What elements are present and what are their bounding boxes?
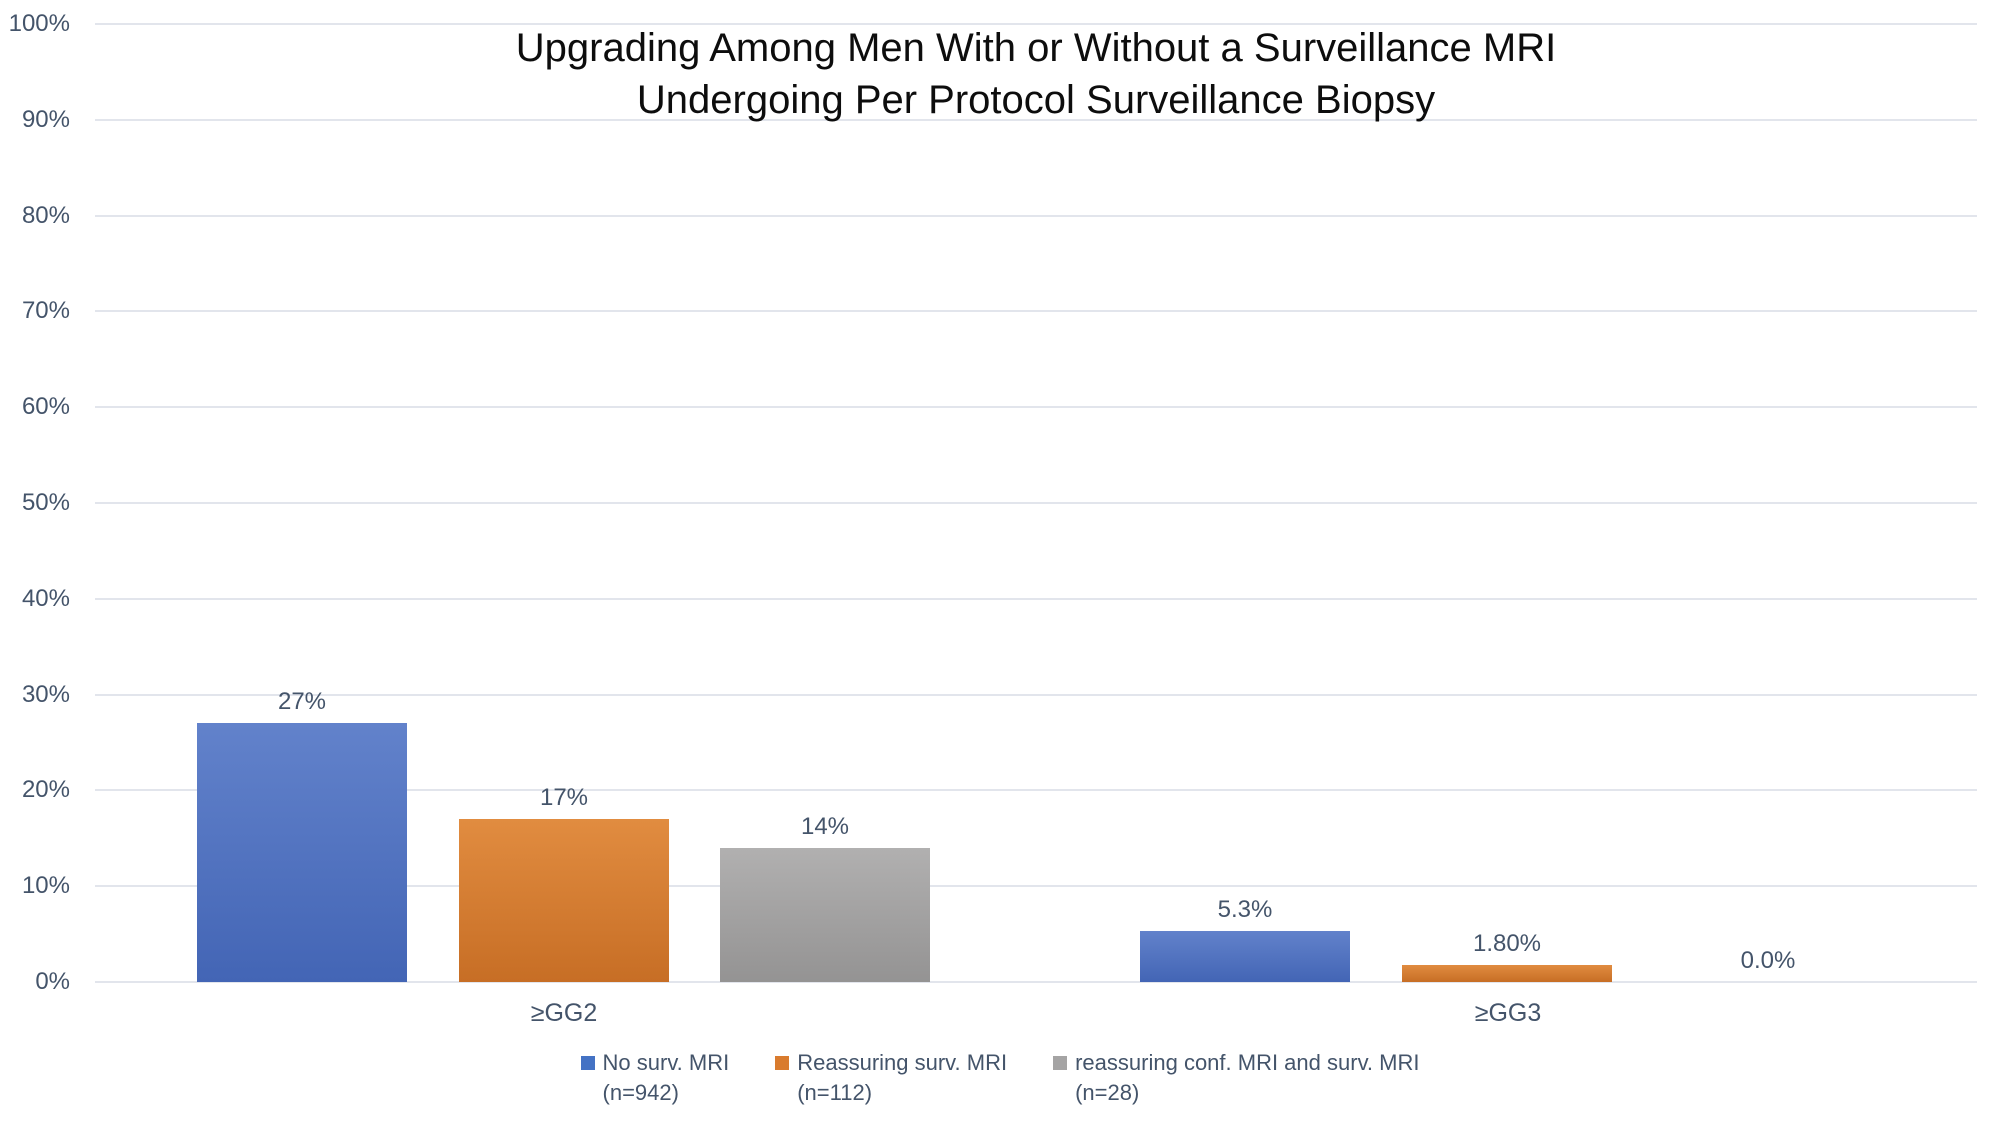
legend-item-3: reassuring conf. MRI and surv. MRI (n=28) xyxy=(1053,1048,1419,1108)
gridline-80 xyxy=(95,214,1977,217)
legend-label-count: (n=112) xyxy=(797,1080,873,1105)
x-axis-category-label: ≥GG3 xyxy=(1474,999,1542,1027)
legend-label: reassuring conf. MRI and surv. MRI (n=28) xyxy=(1075,1048,1419,1108)
legend-label-count: (n=28) xyxy=(1075,1080,1140,1105)
bar-series3-group1 xyxy=(720,848,930,982)
data-label: 17% xyxy=(539,784,589,812)
y-axis-tick-label: 20% xyxy=(21,776,70,804)
legend-label-count: (n=942) xyxy=(602,1080,679,1105)
y-axis-tick-label: 100% xyxy=(8,10,70,37)
data-label: 14% xyxy=(800,812,850,840)
legend-label: Reassuring surv. MRI (n=112) xyxy=(797,1048,1007,1108)
y-axis-tick-label: 10% xyxy=(21,872,70,900)
chart-title: Upgrading Among Men With or Without a Su… xyxy=(95,22,1977,126)
data-label: 1.80% xyxy=(1472,929,1542,957)
gridline-60 xyxy=(95,406,1977,409)
legend-label-name: No surv. MRI xyxy=(602,1050,730,1075)
gridline-20 xyxy=(95,789,1977,792)
legend-item-2: Reassuring surv. MRI (n=112) xyxy=(775,1048,1007,1108)
legend-swatch-icon xyxy=(1053,1056,1068,1070)
gridline-50 xyxy=(95,502,1977,504)
bar-series1-group1 xyxy=(197,723,407,982)
gridline-40 xyxy=(95,597,1977,600)
y-axis-tick-label: 0% xyxy=(35,968,70,995)
y-axis-tick-label: 50% xyxy=(21,489,70,516)
bar-series2-group2 xyxy=(1402,965,1612,982)
legend-label-name: Reassuring surv. MRI xyxy=(797,1050,1008,1075)
gridline-30 xyxy=(95,693,1977,696)
legend: No surv. MRI (n=942) Reassuring surv. MRI (… xyxy=(0,1048,2000,1108)
legend-item-1: No surv. MRI (n=942) xyxy=(580,1048,730,1108)
chart-title-line1: Upgrading Among Men With or Without a Su… xyxy=(515,26,1557,70)
y-axis-tick-label: 90% xyxy=(21,105,70,133)
y-axis-tick-label: 80% xyxy=(21,201,70,229)
gridline-70 xyxy=(95,310,1977,313)
bar-series1-group2 xyxy=(1140,931,1350,982)
gridline-100 xyxy=(95,23,1977,25)
x-axis-category-label: ≥GG2 xyxy=(530,999,598,1027)
y-axis-tick-label: 60% xyxy=(21,393,70,421)
chart-title-line2: Undergoing Per Protocol Surveillance Bio… xyxy=(636,78,1436,122)
legend-label-name: reassuring conf. MRI and surv. MRI xyxy=(1075,1050,1420,1075)
gridline-90 xyxy=(95,118,1977,121)
gridline-10 xyxy=(95,885,1977,888)
gridline-0 xyxy=(95,981,1977,983)
data-label: 5.3% xyxy=(1217,896,1273,924)
data-label: 0.0% xyxy=(1740,947,1796,974)
y-axis-tick-label: 70% xyxy=(21,297,70,325)
legend-label: No surv. MRI (n=942) xyxy=(603,1048,730,1108)
legend-swatch-icon xyxy=(580,1056,595,1070)
y-axis-tick-label: 30% xyxy=(21,680,70,708)
data-label: 27% xyxy=(277,688,327,716)
legend-swatch-icon xyxy=(775,1056,790,1070)
bar-series2-group1 xyxy=(459,819,669,982)
y-axis-tick-label: 40% xyxy=(21,584,70,612)
